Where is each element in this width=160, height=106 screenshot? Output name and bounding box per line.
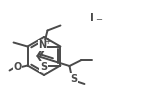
Text: −: − xyxy=(95,15,102,24)
Text: S: S xyxy=(70,74,77,84)
Text: S: S xyxy=(40,61,47,72)
Text: O: O xyxy=(13,63,22,73)
Text: +: + xyxy=(44,38,50,47)
Text: I: I xyxy=(90,13,94,23)
Text: N: N xyxy=(38,40,47,50)
